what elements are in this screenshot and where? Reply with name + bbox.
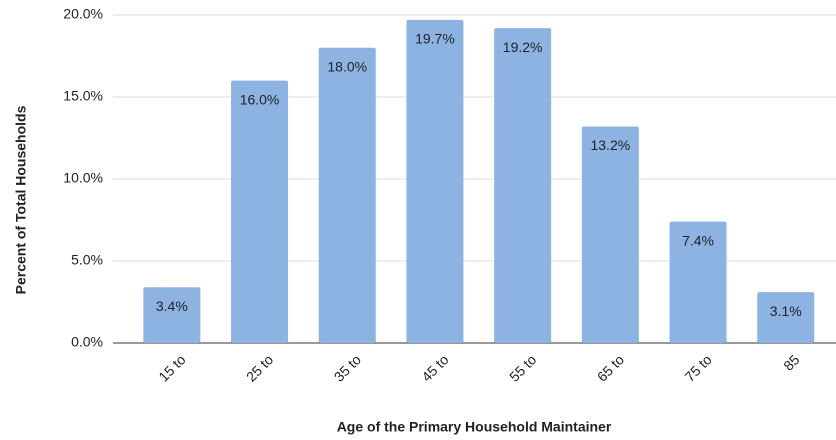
bar	[143, 287, 201, 343]
x-tick-label: 75 to	[681, 351, 714, 384]
bar	[581, 126, 639, 344]
y-tick-label: 20.0%	[63, 6, 103, 22]
x-tick-label: 55 to	[506, 351, 539, 384]
bar	[669, 221, 727, 343]
x-tick-label: 85	[780, 351, 802, 373]
y-tick-label: 10.0%	[63, 170, 103, 186]
x-tick-label: 25 to	[243, 351, 276, 384]
data-label: 7.4%	[682, 232, 714, 248]
y-axis-title: Percent of Total Households	[13, 105, 29, 294]
bar	[757, 292, 815, 343]
y-tick-label: 0.0%	[71, 334, 103, 350]
bar	[406, 19, 464, 343]
y-tick-label: 5.0%	[71, 252, 103, 268]
bar	[231, 80, 289, 343]
data-label: 16.0%	[240, 91, 280, 107]
data-label: 18.0%	[327, 59, 367, 75]
x-tick-label: 65 to	[594, 351, 627, 384]
y-tick-label: 15.0%	[63, 88, 103, 104]
bar	[494, 28, 552, 344]
data-label: 13.2%	[590, 137, 630, 153]
x-tick-label: 15 to	[155, 351, 188, 384]
data-label: 19.7%	[415, 31, 455, 47]
x-tick-label: 35 to	[331, 351, 364, 384]
data-label: 3.4%	[156, 298, 188, 314]
x-axis-title: Age of the Primary Household Maintainer	[337, 419, 612, 435]
bar	[318, 47, 376, 344]
x-tick-label: 45 to	[418, 351, 451, 384]
data-label: 19.2%	[503, 39, 543, 55]
data-label: 3.1%	[770, 303, 802, 319]
